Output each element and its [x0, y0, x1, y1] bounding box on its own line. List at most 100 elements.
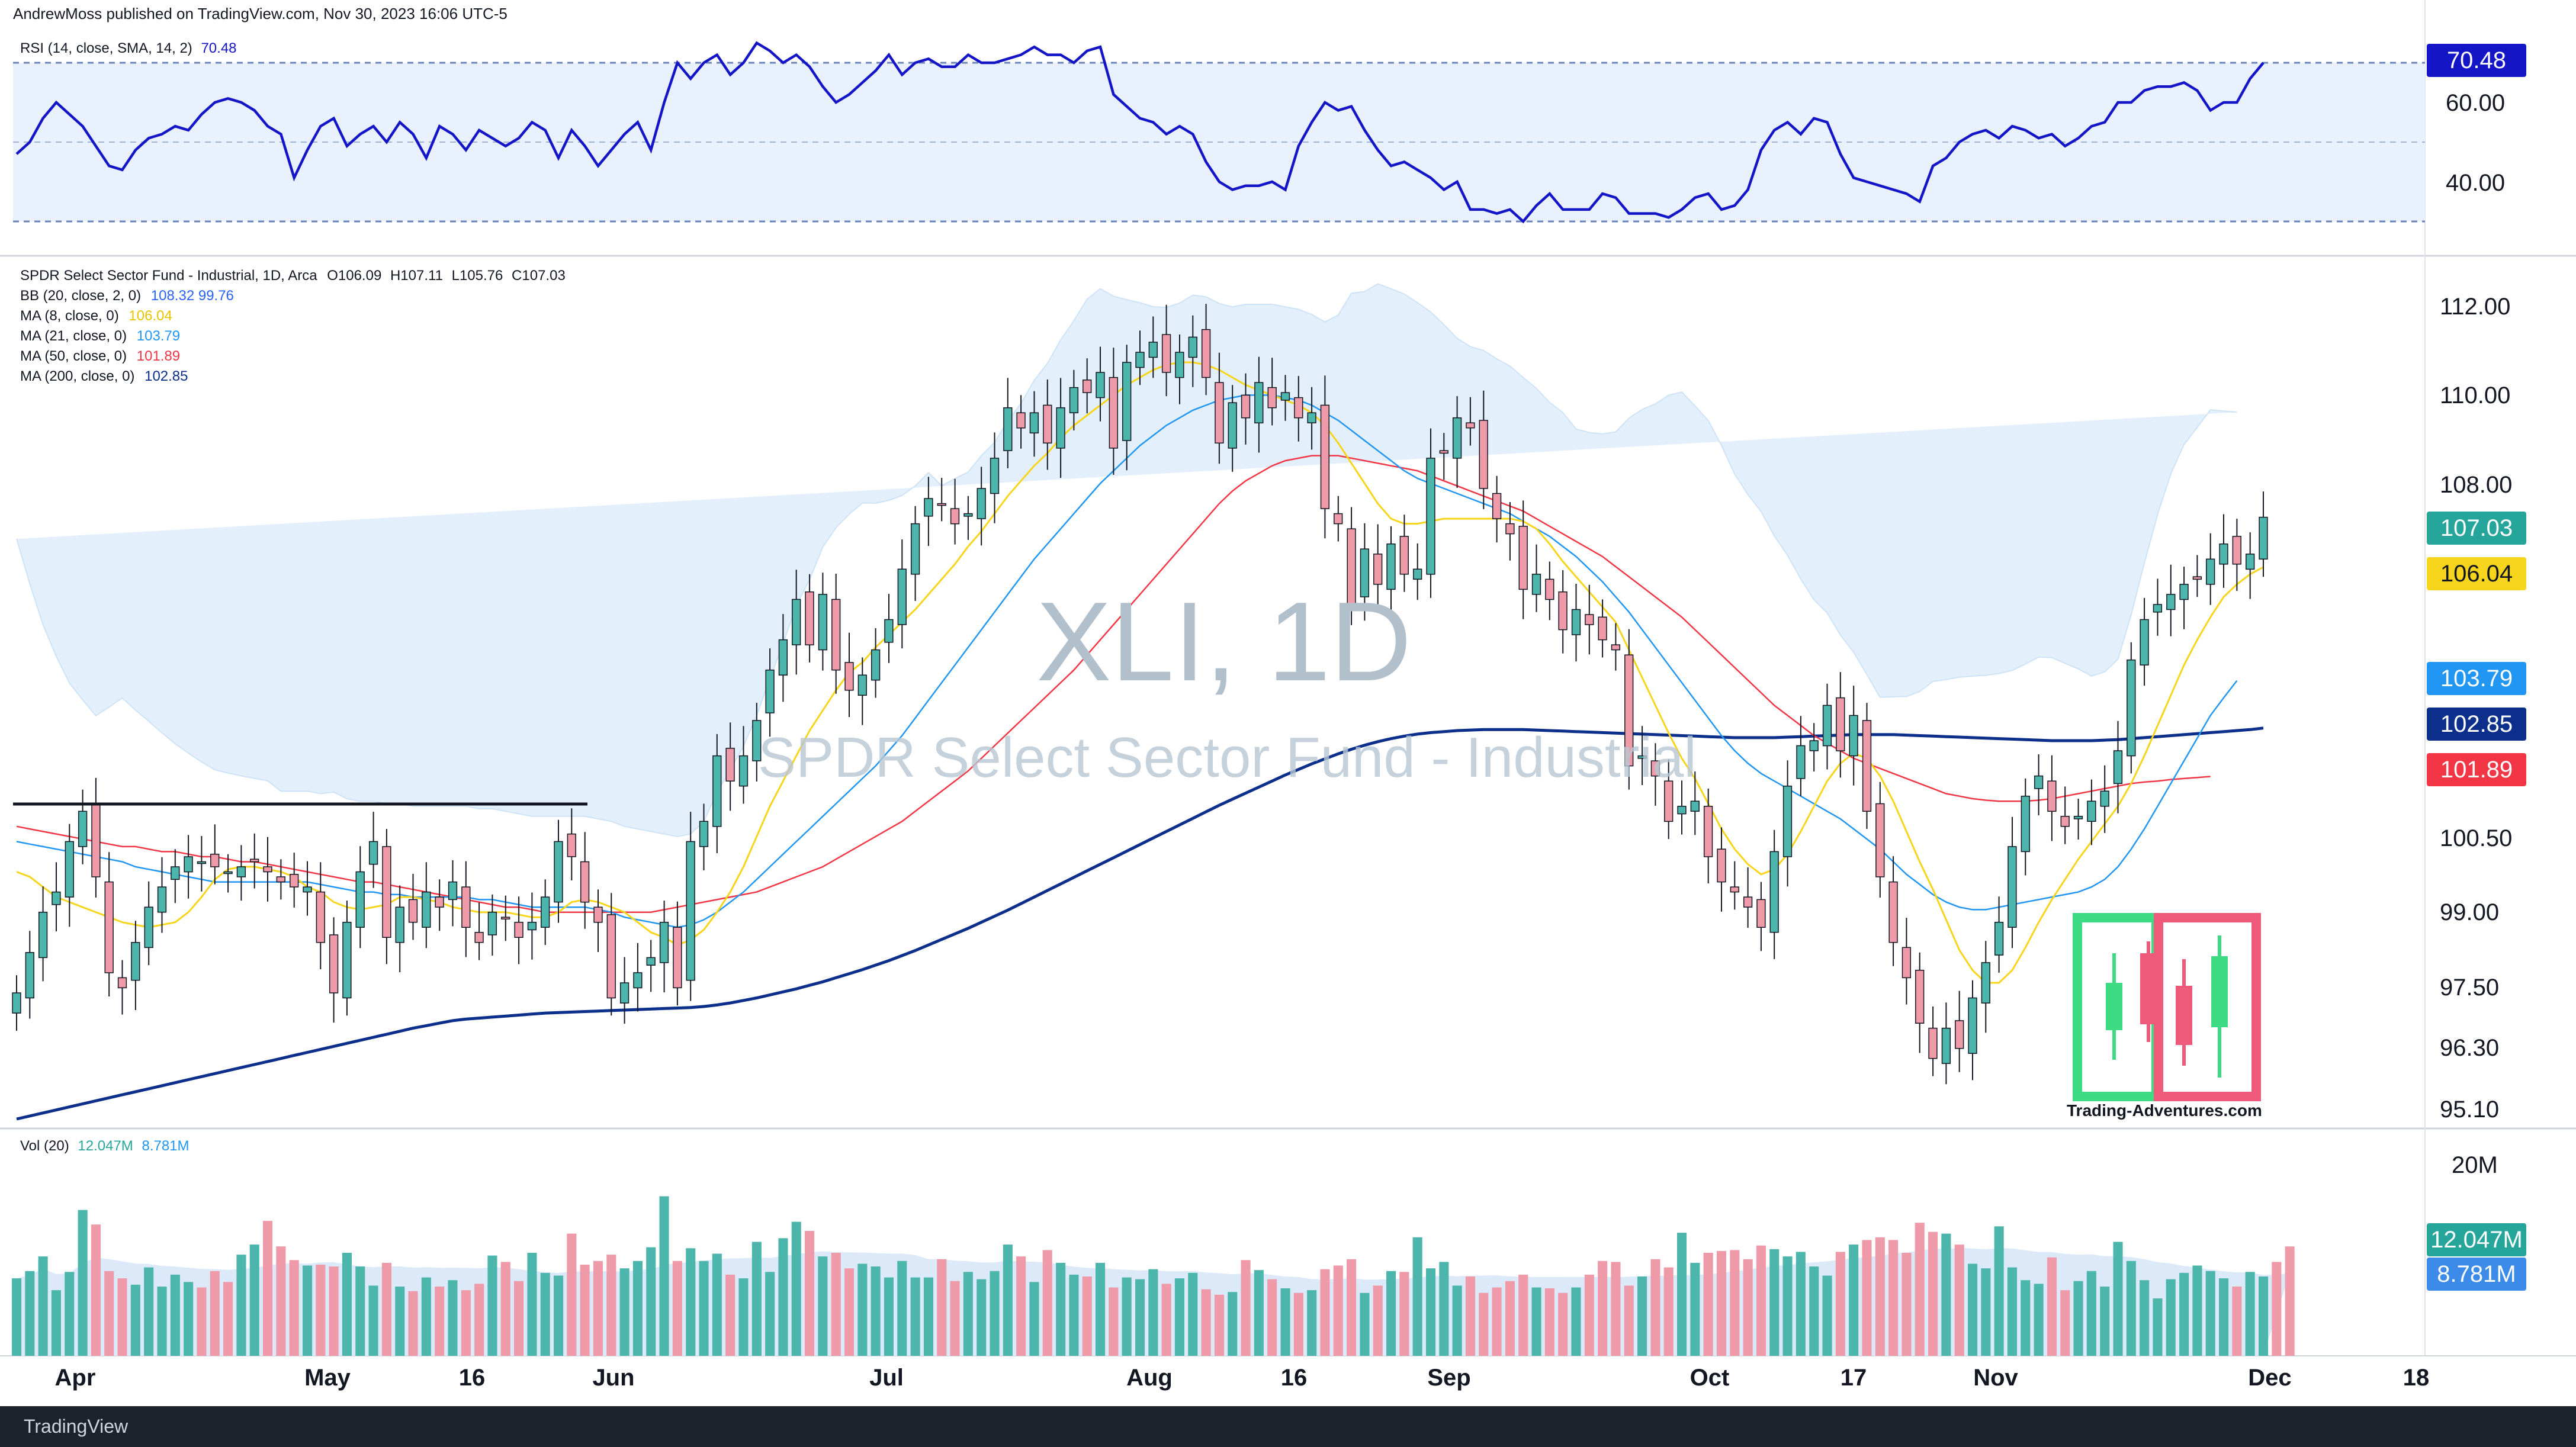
volume-bar [2166, 1279, 2176, 1356]
volume-bar [1743, 1259, 1753, 1356]
volume-bar [910, 1277, 920, 1356]
volume-bar [1096, 1262, 1106, 1356]
volume-bar [646, 1247, 656, 1356]
candle [1730, 861, 1739, 910]
price-tick-99: 99.00 [2440, 899, 2499, 925]
candle [1611, 623, 1621, 671]
candle [1994, 896, 2004, 973]
symbol-legend[interactable]: SPDR Select Sector Fund - Industrial, 1D… [20, 268, 566, 284]
candle-body [2113, 750, 2123, 784]
candle-body [1717, 848, 1726, 883]
candle-body [1743, 896, 1753, 908]
volume-bar [1161, 1284, 1171, 1356]
candle-body [474, 932, 484, 943]
candle-body [1201, 329, 1211, 378]
candle-body [171, 866, 180, 880]
candle [2113, 721, 2123, 813]
candle [1188, 315, 1197, 387]
candle [2153, 578, 2163, 636]
candle [910, 506, 920, 601]
candle [2206, 533, 2215, 605]
ma8-legend[interactable]: MA (8, close, 0) 106.04 [20, 308, 172, 324]
candle-body [12, 992, 21, 1014]
candle [461, 861, 471, 957]
candle [725, 722, 735, 811]
candle [487, 894, 497, 956]
volume-badge: 12.047M [2427, 1223, 2526, 1256]
candle [1756, 882, 1766, 951]
candle-body [1531, 574, 1541, 595]
ma21-legend[interactable]: MA (21, close, 0) 103.79 [20, 328, 180, 345]
candle-body [329, 934, 339, 993]
candle [805, 574, 814, 663]
candle [897, 539, 907, 649]
candle-body [977, 488, 986, 519]
candle [342, 901, 352, 1016]
candle [144, 881, 153, 966]
candle [580, 832, 590, 929]
volume-legend[interactable]: Vol (20) 12.047M 8.781M [20, 1138, 189, 1155]
ma200-legend[interactable]: MA (200, close, 0) 102.85 [20, 368, 188, 385]
volume-legend-value2: 8.781M [142, 1138, 189, 1154]
x-tick-16b: 16 [1281, 1365, 1308, 1391]
candle-body [950, 508, 960, 525]
candle [752, 703, 762, 782]
volume-bar [990, 1271, 1000, 1356]
candle [448, 860, 458, 927]
candle-body [487, 911, 497, 935]
candle [65, 824, 74, 927]
candle [1439, 433, 1448, 480]
candle-body [408, 899, 418, 923]
candle [2034, 754, 2044, 816]
x-tick-jul: Jul [869, 1365, 904, 1391]
x-tick-sep: Sep [1427, 1365, 1470, 1391]
candle-body [1069, 387, 1079, 413]
candle-body [250, 858, 259, 863]
candle [1769, 829, 1779, 959]
candle-body [435, 896, 444, 908]
candle-body [1161, 334, 1171, 373]
candle-body [184, 856, 193, 873]
candle [963, 496, 973, 540]
candle-body [963, 513, 973, 517]
bb-legend[interactable]: BB (20, close, 2, 0) 108.32 99.76 [20, 288, 234, 304]
candle-body [2192, 576, 2202, 580]
candle-body [1096, 372, 1105, 398]
candle [619, 957, 629, 1024]
candle [1254, 356, 1264, 453]
candle-body [1968, 997, 1977, 1054]
volume-bar [1082, 1276, 1092, 1356]
candle-body [1003, 407, 1013, 451]
candle-body [857, 674, 867, 696]
candle [1148, 316, 1158, 378]
volume-bar [659, 1196, 669, 1356]
volume-bar [408, 1291, 418, 1356]
volume-bar [1650, 1259, 1660, 1356]
price-tick-100-5: 100.50 [2440, 825, 2512, 851]
candle-body [1756, 899, 1766, 928]
volume-bar [1941, 1233, 1951, 1356]
volume-bar [2034, 1284, 2044, 1356]
candle-body [567, 833, 576, 857]
candle-body [1135, 352, 1145, 368]
candle-body [78, 811, 88, 847]
candle [157, 857, 167, 933]
volume-bar [289, 1260, 299, 1356]
candle [778, 614, 788, 702]
price-tick-108: 108.00 [2440, 472, 2512, 498]
candle [1373, 524, 1383, 611]
candle [1294, 376, 1303, 442]
ma50-legend-value: 101.89 [136, 348, 181, 364]
candle [1585, 584, 1594, 655]
tradingview-logo[interactable]: TradingView [24, 1416, 129, 1437]
candle [554, 819, 563, 923]
volume-bar [1426, 1268, 1436, 1356]
volume-bar [1544, 1288, 1554, 1356]
volume-bar [263, 1221, 273, 1356]
candle-body [871, 649, 881, 681]
volume-bar [1069, 1274, 1079, 1356]
ma50-legend[interactable]: MA (50, close, 0) 101.89 [20, 348, 180, 365]
high-value: H107.11 [390, 268, 443, 284]
rsi-legend[interactable]: RSI (14, close, SMA, 14, 2) 70.48 [20, 40, 237, 57]
